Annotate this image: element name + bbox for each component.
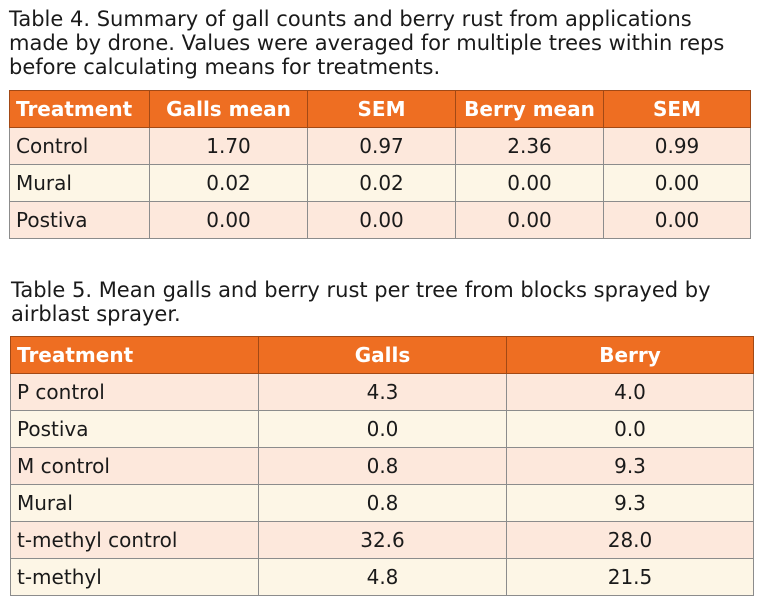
table4-header-row: Treatment Galls mean SEM Berry mean SEM — [9, 90, 751, 128]
value-cell: 4.0 — [506, 373, 754, 411]
treatment-cell: t-methyl control — [10, 521, 259, 559]
value-cell: 0.00 — [603, 201, 751, 239]
table4-header-galls-sem: SEM — [307, 90, 456, 128]
table5-header-treatment: Treatment — [10, 336, 259, 374]
treatment-cell: Postiva — [9, 201, 150, 239]
value-cell: 9.3 — [506, 447, 754, 485]
treatment-cell: Control — [9, 127, 150, 165]
value-cell: 4.8 — [258, 558, 507, 596]
value-cell: 0.02 — [149, 164, 308, 202]
table4-gall-berry-drone: Treatment Galls mean SEM Berry mean SEM … — [9, 90, 751, 239]
treatment-cell: t-methyl — [10, 558, 259, 596]
treatment-cell: Postiva — [10, 410, 259, 448]
value-cell: 0.00 — [149, 201, 308, 239]
treatment-cell: P control — [10, 373, 259, 411]
table-row: t-methyl 4.8 21.5 — [10, 558, 754, 596]
value-cell: 1.70 — [149, 127, 308, 165]
value-cell: 0.0 — [506, 410, 754, 448]
value-cell: 21.5 — [506, 558, 754, 596]
table4-header-galls-mean: Galls mean — [149, 90, 308, 128]
value-cell: 0.97 — [307, 127, 456, 165]
treatment-cell: M control — [10, 447, 259, 485]
value-cell: 0.00 — [455, 164, 604, 202]
value-cell: 0.0 — [258, 410, 507, 448]
value-cell: 0.00 — [455, 201, 604, 239]
value-cell: 0.02 — [307, 164, 456, 202]
value-cell: 4.3 — [258, 373, 507, 411]
table4-header-berry-mean: Berry mean — [455, 90, 604, 128]
table5-header-row: Treatment Galls Berry — [10, 336, 754, 374]
treatment-cell: Mural — [10, 484, 259, 522]
value-cell: 32.6 — [258, 521, 507, 559]
table4-caption: Table 4. Summary of gall counts and berr… — [9, 7, 725, 79]
table4-header-berry-sem: SEM — [603, 90, 751, 128]
value-cell: 0.00 — [603, 164, 751, 202]
table5-header-berry: Berry — [506, 336, 754, 374]
value-cell: 0.00 — [307, 201, 456, 239]
table-row: Postiva 0.0 0.0 — [10, 410, 754, 448]
table4-header-treatment: Treatment — [9, 90, 150, 128]
value-cell: 28.0 — [506, 521, 754, 559]
value-cell: 2.36 — [455, 127, 604, 165]
table-row: Mural 0.8 9.3 — [10, 484, 754, 522]
table5-gall-berry-airblast: Treatment Galls Berry P control 4.3 4.0 … — [10, 336, 754, 596]
value-cell: 9.3 — [506, 484, 754, 522]
table-row: M control 0.8 9.3 — [10, 447, 754, 485]
value-cell: 0.99 — [603, 127, 751, 165]
treatment-cell: Mural — [9, 164, 150, 202]
table5-header-galls: Galls — [258, 336, 507, 374]
table-row: P control 4.3 4.0 — [10, 373, 754, 411]
table-row: Control 1.70 0.97 2.36 0.99 — [9, 127, 751, 165]
table-row: Mural 0.02 0.02 0.00 0.00 — [9, 164, 751, 202]
table5-caption: Table 5. Mean galls and berry rust per t… — [11, 278, 711, 326]
table-row: t-methyl control 32.6 28.0 — [10, 521, 754, 559]
value-cell: 0.8 — [258, 484, 507, 522]
table-row: Postiva 0.00 0.00 0.00 0.00 — [9, 201, 751, 239]
value-cell: 0.8 — [258, 447, 507, 485]
